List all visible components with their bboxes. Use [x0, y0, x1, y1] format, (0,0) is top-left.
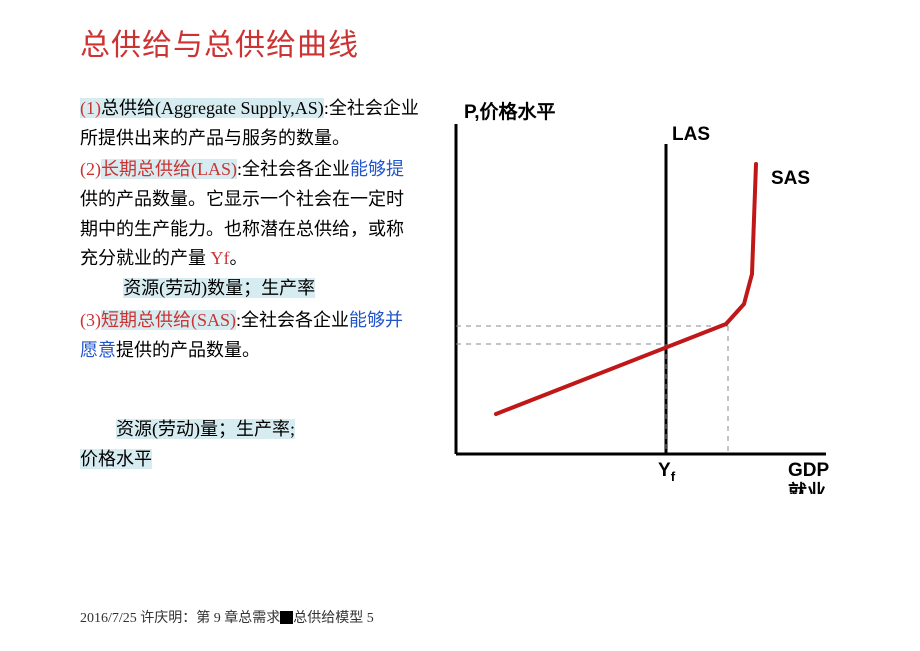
p3b-hl: 资源(劳动)数量；生产率 [123, 278, 315, 298]
para-3b: 资源(劳动)数量；生产率 [80, 274, 420, 304]
svg-text:P,价格水平: P,价格水平 [464, 100, 556, 123]
p2-term: 长期总供给(LAS) [101, 159, 237, 179]
slide-title: 总供给与总供给曲线 [80, 20, 920, 64]
footer-date: 2016/7/25 [80, 611, 140, 626]
svg-text:SAS: SAS [771, 168, 810, 189]
footer-block-icon [280, 611, 293, 624]
p2-rest: :全社会各企业 [237, 159, 350, 179]
chart-column: P,价格水平 LAS SAS Yf GDP就业 [426, 94, 846, 494]
pb-line2: 价格水平 [80, 449, 152, 469]
pb-line1: 资源(劳动)量；生产率; [116, 419, 295, 439]
svg-text:GDP: GDP [788, 460, 830, 481]
content-row: (1)总供给(Aggregate Supply,AS):全社会企业所提供出来的产… [80, 94, 920, 494]
svg-text:就业: 就业 [788, 480, 826, 494]
p2-yf: Yf [206, 248, 230, 268]
footer-auth: 许庆明：第 9 章总需求 [140, 611, 280, 626]
p4-num: (3) [80, 310, 101, 330]
p4-rest2: 提供的产品数量。 [116, 340, 260, 360]
p4-rest: :全社会各企业 [236, 310, 349, 330]
p1-term: 总供给(Aggregate Supply,AS) [101, 98, 324, 118]
slide: 总供给与总供给曲线 (1)总供给(Aggregate Supply,AS):全社… [0, 0, 920, 651]
para1-hl: (1)总供给(Aggregate Supply,AS) [80, 98, 324, 118]
para-bottom: 资源(劳动)量；生产率; 价格水平 [80, 415, 420, 474]
p4-term: 短期总供给(SAS) [101, 310, 236, 330]
text-column: (1)总供给(Aggregate Supply,AS):全社会企业所提供出来的产… [80, 94, 420, 475]
para-4: (3)短期总供给(SAS):全社会各企业能够并愿意提供的产品数量。 [80, 306, 420, 365]
p2-blue1: 能够提 [350, 159, 404, 179]
para-2: (2)长期总供给(LAS):全社会各企业能够提供的产品数量。它显示一个社会在一定… [80, 155, 420, 274]
footer: 2016/7/25 许庆明：第 9 章总需求总供给模型 5 [80, 607, 374, 627]
para-1: (1)总供给(Aggregate Supply,AS):全社会企业所提供出来的产… [80, 94, 420, 153]
p1-num: (1) [80, 98, 101, 118]
footer-rest: 总供给模型 5 [293, 611, 374, 626]
as-chart: P,价格水平 LAS SAS Yf GDP就业 [426, 94, 846, 494]
p2-num: (2) [80, 159, 101, 179]
svg-text:Yf: Yf [658, 460, 676, 484]
p2-term-hl: 长期总供给(LAS) [101, 159, 237, 179]
svg-text:LAS: LAS [672, 124, 710, 145]
p4-term-hl: 短期总供给(SAS) [101, 310, 236, 330]
p2-end: 。 [230, 248, 248, 268]
